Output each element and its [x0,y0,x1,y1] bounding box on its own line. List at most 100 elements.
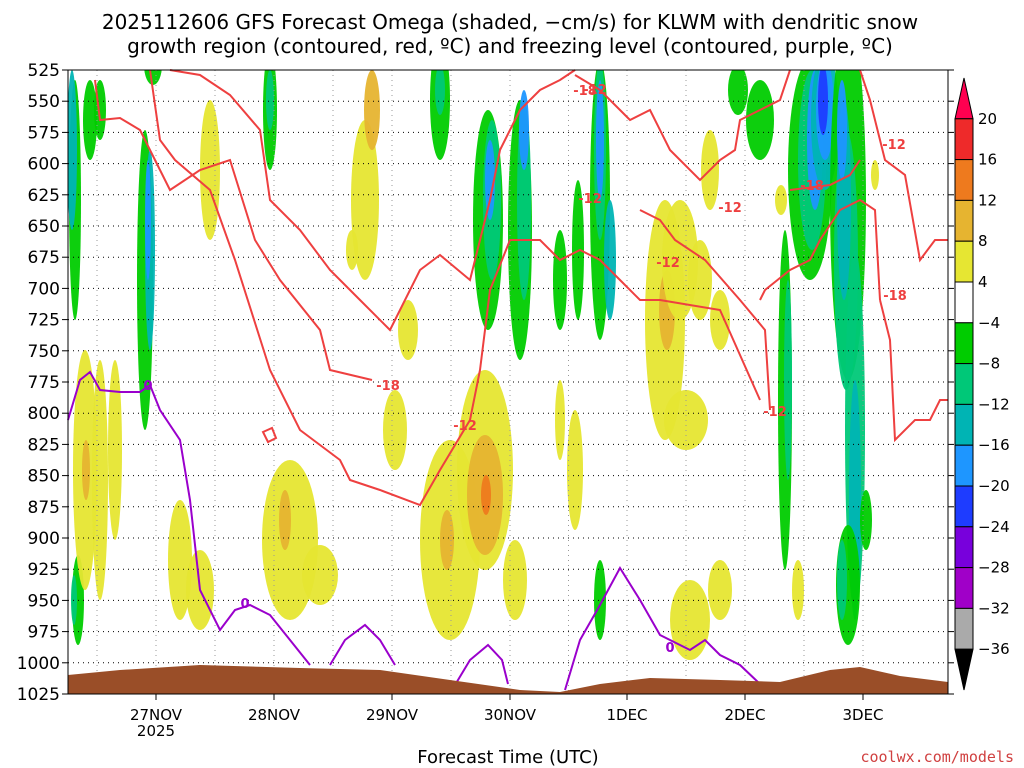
omega-shade-area [553,230,567,330]
x-tick-label: 30NOV [484,706,537,724]
dgz-contour-label: -18 [573,84,597,99]
dgz-contour-line [169,69,576,332]
x-tick-label: 1DEC [606,706,647,724]
omega-shade-area [481,475,491,515]
omega-shade-area [746,80,774,160]
dgz-contour-label: -12 [718,201,742,216]
dgz-contour-line [859,69,948,263]
terrain-surface [68,665,948,694]
y-tick-label: 975 [28,623,60,643]
omega-shade-area [594,560,606,640]
omega-shade-area [435,65,445,115]
colorbar-swatch [954,607,974,650]
dgz-contour-line [789,159,861,191]
top-mask [0,0,1024,70]
y-tick-label: 675 [28,248,60,268]
y-tick-label: 1000 [17,654,60,674]
omega-shade-area [351,120,379,280]
credit-text: coolwx.com/models [860,748,1014,766]
omega-shade-area [92,360,108,600]
colorbar-label: −20 [978,477,1010,495]
freezing-level-contour [67,370,311,666]
y-tick-label: 1025 [17,685,60,705]
y-tick-label: 700 [28,279,60,299]
colorbar-swatch [954,281,974,324]
y-tick-label: 725 [28,311,60,331]
dgz-contour-label: -12 [882,138,906,153]
title-line-1: 2025112606 GFS Forecast Omega (shaded, −… [102,10,918,34]
omega-shade-area [346,230,358,270]
colorbar-label: 8 [978,232,988,250]
dgz-contour-line [879,299,948,443]
omega-shade-area [871,160,879,190]
omega-shade-area [775,185,787,215]
colorbar: 20 16 12 8 4 −4 −8 −12 −16 −20 −24 −28 −32 −36 [954,77,1010,691]
omega-shade-area [485,140,495,220]
colorbar-label: 12 [978,191,997,209]
axes-layer: 525 550 575 600 625 650 675 700 725 750 775 800 825 8… [17,61,954,724]
omega-shade-area [83,80,97,160]
x-tick-label: 27NOV [130,706,183,724]
colorbar-swatch [954,322,974,365]
dgz-contour-label: -12 [578,192,602,207]
dgz-contour-label: -12 [763,405,787,420]
omega-shade-area [67,70,77,230]
omega-shade-area [266,70,274,130]
dgz-contour-line [639,209,771,411]
colorbar-label: 16 [978,151,997,169]
omega-shade-area [145,160,151,280]
freezing-level-label: 0 [240,597,249,612]
x-axis-label: Forecast Time (UTC) [417,747,598,768]
colorbar-label: −36 [978,640,1010,658]
omega-shade-area [670,580,710,660]
freezing-level-contour [329,623,396,666]
colorbar-label: −24 [978,518,1010,536]
colorbar-label: −12 [978,395,1010,413]
omega-shade-area [728,65,748,115]
dgz-contour-line [759,198,881,301]
x-tick-label: 2DEC [724,706,765,724]
colorbar-label: −16 [978,436,1010,454]
freezing-level-label: 0 [665,641,674,656]
colorbar-swatch [954,240,974,283]
omega-shade-area [302,545,338,605]
y-tick-label: 825 [28,435,60,455]
dgz-contour-line [574,69,791,182]
omega-shade-area [708,560,732,620]
colorbar-label: 20 [978,110,997,128]
x-tick-label: 28NOV [248,706,301,724]
dgz-contour-line [94,79,373,381]
left-mask [0,0,68,768]
x-tick-label: 3DEC [842,706,883,724]
omega-shade-area [519,90,529,170]
omega-shade-area [398,300,418,360]
colorbar-label: −32 [978,599,1010,617]
omega-shade-area [784,280,792,480]
freezing-level-contour [454,643,509,686]
y-tick-label: 800 [28,404,60,424]
y-tick-label: 925 [28,560,60,580]
y-tick-label: 550 [28,92,60,112]
dgz-contour-label: -18 [883,289,907,304]
title-line-2: growth region (contoured, red, ºC) and f… [127,34,893,58]
y-tick-label: 775 [28,373,60,393]
x-tick-label: 29NOV [366,706,419,724]
y-tick-label: 875 [28,498,60,518]
dgz-contour-label: -12 [583,83,607,98]
colorbar-swatch [954,363,974,405]
colorbar-swatch [954,403,974,446]
dgz-contour-label: -12 [656,256,680,271]
colorbar-label: 4 [978,273,988,291]
dgz-contour-label: -18 [376,379,400,394]
omega-shade-area [837,540,847,620]
colorbar-swatch [954,159,974,201]
omega-shade-area [860,490,872,550]
colorbar-label: −8 [978,355,1000,373]
y-tick-label: 950 [28,591,60,611]
colorbar-swatch [954,567,974,609]
colorbar-swatch [954,444,974,487]
freezing-level-label: 0 [143,379,152,394]
